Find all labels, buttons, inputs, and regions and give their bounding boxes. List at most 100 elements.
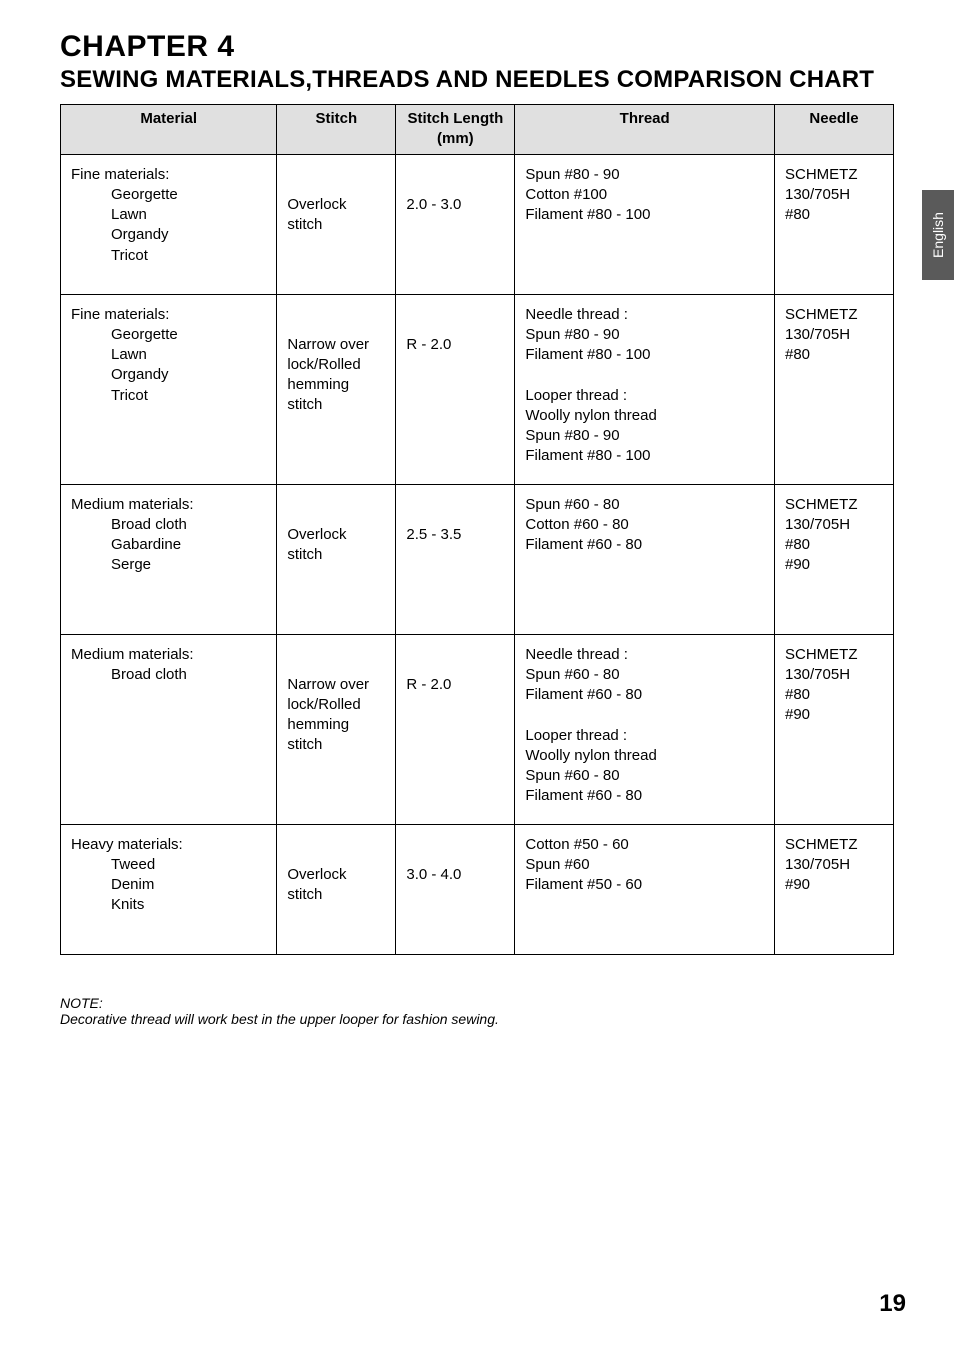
material-item: Gabardine <box>111 535 266 555</box>
header-thread: Thread <box>515 105 775 155</box>
thread-line: Looper thread : <box>525 726 764 746</box>
material-head: Medium materials: <box>71 645 266 665</box>
cell-stitch: Narrow over lock/Rolled hemming stitch <box>277 294 396 484</box>
material-item: Denim <box>111 875 266 895</box>
table-row: Heavy materials:TweedDenimKnitsOverlock … <box>61 824 894 954</box>
needle-line: #80 <box>785 685 883 705</box>
page-number: 19 <box>879 1290 906 1318</box>
needle-line: #80 <box>785 345 883 365</box>
material-item: Georgette <box>111 325 266 345</box>
thread-line: Cotton #100 <box>525 185 764 205</box>
thread-line: Cotton #60 - 80 <box>525 515 764 535</box>
cell-length: R - 2.0 <box>396 634 515 824</box>
cell-stitch: Overlock stitch <box>277 484 396 634</box>
cell-material: Fine materials:GeorgetteLawnOrgandyTrico… <box>61 154 277 294</box>
table-row: Fine materials:GeorgetteLawnOrgandyTrico… <box>61 154 894 294</box>
thread-line: Woolly nylon thread <box>525 406 764 426</box>
thread-line: Spun #60 - 80 <box>525 766 764 786</box>
thread-line <box>525 365 764 385</box>
material-item: Tweed <box>111 855 266 875</box>
material-item: Organdy <box>111 225 266 245</box>
cell-length: 2.5 - 3.5 <box>396 484 515 634</box>
needle-line: 130/705H <box>785 325 883 345</box>
cell-thread: Cotton #50 - 60Spun #60Filament #50 - 60 <box>515 824 775 954</box>
comparison-table: Material Stitch Stitch Length (mm) Threa… <box>60 104 894 955</box>
cell-thread: Needle thread :Spun #80 - 90Filament #80… <box>515 294 775 484</box>
material-item: Tricot <box>111 386 266 406</box>
material-head: Fine materials: <box>71 165 266 185</box>
needle-line: #80 <box>785 535 883 555</box>
thread-line <box>525 705 764 725</box>
thread-line: Woolly nylon thread <box>525 746 764 766</box>
thread-line: Cotton #50 - 60 <box>525 835 764 855</box>
material-item: Lawn <box>111 205 266 225</box>
cell-needle: SCHMETZ130/705H#80 <box>774 154 893 294</box>
note-block: NOTE: Decorative thread will work best i… <box>60 995 894 1027</box>
needle-line: #90 <box>785 875 883 895</box>
cell-needle: SCHMETZ130/705H#80 <box>774 294 893 484</box>
material-list: Broad cloth <box>71 665 266 685</box>
cell-material: Medium materials:Broad cloth <box>61 634 277 824</box>
material-head: Medium materials: <box>71 495 266 515</box>
cell-length: R - 2.0 <box>396 294 515 484</box>
material-item: Georgette <box>111 185 266 205</box>
thread-line: Filament #80 - 100 <box>525 205 764 225</box>
thread-line: Filament #80 - 100 <box>525 345 764 365</box>
needle-line: #90 <box>785 705 883 725</box>
cell-needle: SCHMETZ130/705H#80#90 <box>774 634 893 824</box>
table-row: Fine materials:GeorgetteLawnOrgandyTrico… <box>61 294 894 484</box>
material-item: Broad cloth <box>111 515 266 535</box>
material-item: Organdy <box>111 365 266 385</box>
material-list: TweedDenimKnits <box>71 855 266 916</box>
material-list: GeorgetteLawnOrgandyTricot <box>71 325 266 406</box>
cell-length: 2.0 - 3.0 <box>396 154 515 294</box>
thread-line: Spun #80 - 90 <box>525 426 764 446</box>
thread-line: Filament #60 - 80 <box>525 685 764 705</box>
cell-thread: Spun #60 - 80Cotton #60 - 80Filament #60… <box>515 484 775 634</box>
thread-line: Needle thread : <box>525 305 764 325</box>
language-tab: English <box>922 190 954 280</box>
needle-line: SCHMETZ <box>785 305 883 325</box>
cell-needle: SCHMETZ130/705H#80#90 <box>774 484 893 634</box>
needle-line: SCHMETZ <box>785 645 883 665</box>
needle-line: 130/705H <box>785 185 883 205</box>
material-head: Fine materials: <box>71 305 266 325</box>
thread-line: Needle thread : <box>525 645 764 665</box>
language-tab-label: English <box>930 212 946 258</box>
cell-material: Fine materials:GeorgetteLawnOrgandyTrico… <box>61 294 277 484</box>
cell-thread: Spun #80 - 90Cotton #100Filament #80 - 1… <box>515 154 775 294</box>
material-item: Knits <box>111 895 266 915</box>
needle-line: SCHMETZ <box>785 165 883 185</box>
note-head: NOTE: <box>60 995 894 1011</box>
chapter-title: CHAPTER 4 <box>60 30 894 64</box>
needle-line: 130/705H <box>785 515 883 535</box>
cell-length: 3.0 - 4.0 <box>396 824 515 954</box>
thread-line: Spun #80 - 90 <box>525 325 764 345</box>
thread-line: Spun #80 - 90 <box>525 165 764 185</box>
needle-line: SCHMETZ <box>785 835 883 855</box>
material-item: Tricot <box>111 246 266 266</box>
thread-line: Filament #60 - 80 <box>525 535 764 555</box>
thread-line: Filament #80 - 100 <box>525 446 764 466</box>
needle-line: SCHMETZ <box>785 495 883 515</box>
material-item: Lawn <box>111 345 266 365</box>
cell-thread: Needle thread :Spun #60 - 80Filament #60… <box>515 634 775 824</box>
thread-line: Spun #60 - 80 <box>525 495 764 515</box>
cell-stitch: Overlock stitch <box>277 824 396 954</box>
thread-line: Filament #60 - 80 <box>525 786 764 806</box>
header-length: Stitch Length (mm) <box>396 105 515 155</box>
needle-line: 130/705H <box>785 665 883 685</box>
thread-line: Filament #50 - 60 <box>525 875 764 895</box>
cell-stitch: Narrow over lock/Rolled hemming stitch <box>277 634 396 824</box>
needle-line: #90 <box>785 555 883 575</box>
header-length-l2: (mm) <box>400 129 510 149</box>
material-item: Serge <box>111 555 266 575</box>
needle-line: 130/705H <box>785 855 883 875</box>
material-item: Broad cloth <box>111 665 266 685</box>
cell-material: Medium materials:Broad clothGabardineSer… <box>61 484 277 634</box>
material-head: Heavy materials: <box>71 835 266 855</box>
thread-line: Spun #60 <box>525 855 764 875</box>
table-row: Medium materials:Broad clothNarrow over … <box>61 634 894 824</box>
page-subtitle: SEWING MATERIALS,THREADS AND NEEDLES COM… <box>60 66 894 94</box>
table-header-row: Material Stitch Stitch Length (mm) Threa… <box>61 105 894 155</box>
